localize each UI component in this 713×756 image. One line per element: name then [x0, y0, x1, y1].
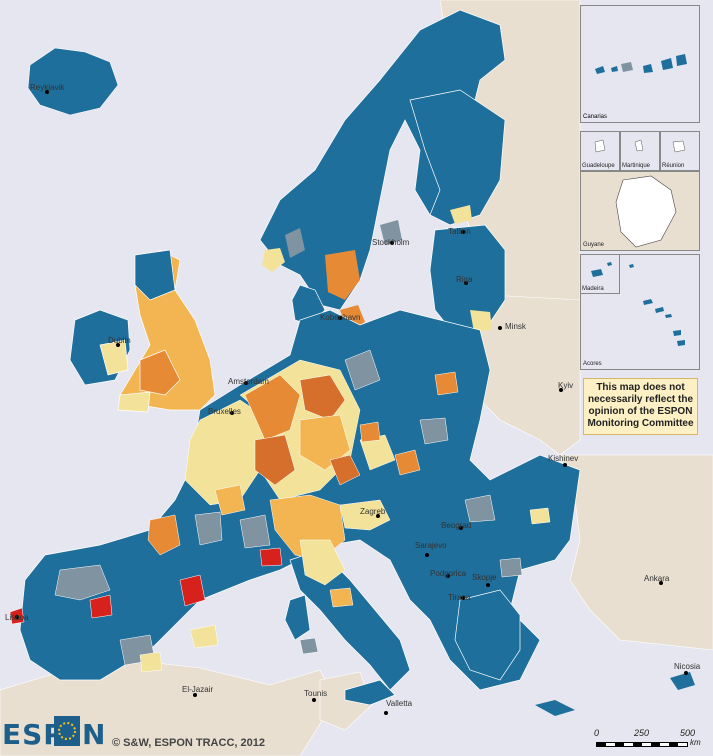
inset-martinique: Martinique: [620, 131, 660, 171]
city-dot: [461, 230, 465, 234]
city-dot: [390, 241, 394, 245]
city-dot: [486, 583, 490, 587]
city-dot: [312, 698, 316, 702]
city-dot: [193, 693, 197, 697]
city-label-bruxelles: Bruxelles: [208, 407, 241, 416]
inset-guadeloupe: Guadeloupe: [580, 131, 620, 171]
copyright: © S&W, ESPON TRACC, 2012: [112, 737, 265, 749]
city-markers: Reykjavik Dublin Amsterdam Bruxelles Kob…: [5, 83, 701, 715]
city-label-reykjavik: Reykjavik: [30, 83, 65, 92]
city-dot: [461, 596, 465, 600]
sicily: [344, 679, 396, 706]
scale-tick-0: 0: [594, 728, 600, 738]
inset-label: Guyane: [583, 242, 605, 248]
crete: [535, 700, 575, 716]
city-label-lisboa: Lisboa: [5, 613, 29, 622]
scale-tick-250: 250: [634, 728, 650, 738]
city-label-ankara: Ankara: [644, 574, 670, 583]
disclaimer-line: opinion of the ESPON: [588, 406, 693, 417]
disclaimer-box: This map does not necessarily reflect th…: [583, 378, 698, 435]
city-label-zagreb: Zagreb: [360, 507, 386, 516]
accessibility-regions: [9, 349, 551, 673]
city-label-tirana: Tirana: [448, 593, 471, 602]
scale-bar: 0 250 500 km: [594, 728, 704, 754]
inset-acores: Acores: [580, 254, 700, 370]
city-dot: [45, 90, 49, 94]
iceland: [27, 47, 119, 116]
city-label-podgorica: Podgorica: [430, 569, 467, 578]
inset-canarias: Canarias: [580, 5, 700, 123]
city-label-kyiv: Kyiv: [558, 381, 573, 390]
city-label-tounis: Tounis: [304, 689, 327, 698]
city-dot: [376, 514, 380, 518]
inset-reunion: Réunion: [660, 131, 700, 171]
city-label-dublin: Dublin: [108, 336, 131, 345]
city-dot: [15, 615, 19, 619]
region-patch: [325, 250, 360, 300]
city-dot: [464, 281, 468, 285]
city-dot: [244, 381, 248, 385]
logo-text-left: ESP: [2, 718, 65, 751]
city-label-tallinn: Tallinn: [448, 227, 471, 236]
city-dot: [384, 711, 388, 715]
city-dot: [116, 343, 120, 347]
city-label-stockholm: Stockholm: [372, 238, 410, 247]
city-dot: [659, 581, 663, 585]
scale-tick-500: 500: [680, 728, 696, 738]
city-label-amsterdam: Amsterdam: [228, 377, 269, 386]
inset-guyane: Guyane: [580, 171, 700, 251]
british-isles: [69, 249, 216, 413]
city-dot: [425, 553, 429, 557]
city-dot: [563, 463, 567, 467]
espon-logo: ESP N: [2, 712, 105, 752]
greece: [454, 589, 521, 681]
region-patch: [262, 248, 285, 272]
eu-flag-icon: [54, 716, 80, 746]
city-label-valletta: Valletta: [386, 699, 413, 708]
city-dot: [446, 574, 450, 578]
city-dot: [230, 411, 234, 415]
city-label-el-jazair: El-Jazair: [182, 685, 213, 694]
city-label-minsk: Minsk: [505, 322, 527, 331]
city-label-nicosia: Nicosia: [674, 662, 701, 671]
sardinia: [284, 594, 311, 641]
city-dot: [338, 316, 342, 320]
scale-bar-graphic: [596, 742, 688, 747]
region-patch: [380, 220, 402, 245]
disclaimer-line: This map does not: [596, 382, 685, 393]
city-label-kishinev: Kishinev: [548, 454, 578, 463]
inset-label: Réunion: [662, 163, 685, 169]
inset-label: Acores: [583, 361, 602, 367]
region-patch: [285, 228, 305, 258]
region-patch: [450, 205, 472, 224]
inset-canarias-map: [595, 54, 687, 74]
disclaimer-line: necessarily reflect the: [587, 394, 694, 405]
city-label-kobenhavn: Kobenhavn: [320, 313, 360, 322]
inset-label: Guadeloupe: [582, 163, 615, 169]
inset-label: Martinique: [622, 163, 651, 169]
city-label-riga: Riga: [456, 275, 473, 284]
city-dot: [498, 326, 502, 330]
city-dot: [459, 526, 463, 530]
italy: [289, 549, 411, 691]
city-label-sarajevo: Sarajevo: [415, 541, 447, 550]
city-label-skopje: Skopje: [472, 573, 497, 582]
city-label-beograd: Beograd: [441, 521, 471, 530]
city-dot: [559, 388, 563, 392]
inset-label: Madeira: [582, 286, 604, 292]
city-dot: [684, 671, 688, 675]
inset-label: Canarias: [583, 114, 608, 120]
logo-text-right: N: [82, 718, 107, 751]
disclaimer-line: Monitoring Committee: [587, 418, 694, 429]
region-patch: [470, 310, 492, 332]
cyprus: [670, 672, 695, 690]
scale-unit: km: [690, 738, 701, 747]
